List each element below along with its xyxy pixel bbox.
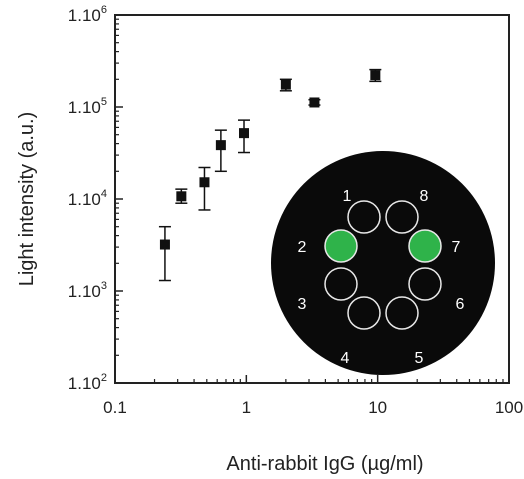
inset-well-label: 6: [456, 296, 465, 313]
data-point-marker: [199, 177, 210, 188]
y-tick-label-exponent: 2: [101, 372, 107, 384]
y-tick-label: 1.102: [68, 372, 107, 393]
y-tick-label: 1.106: [68, 4, 107, 25]
y-tick-label-exponent: 6: [101, 4, 107, 16]
y-axis-title: Light intensity (a.u.): [16, 112, 38, 287]
inset-well-label: 3: [298, 296, 307, 313]
data-point-marker: [280, 79, 291, 90]
inset-well: [385, 296, 419, 330]
y-tick-label-exponent: 4: [101, 188, 107, 200]
x-tick-label: 0.1: [103, 398, 127, 417]
data-point-marker: [309, 97, 320, 108]
inset-well-highlighted: [324, 229, 358, 263]
y-tick-label: 1.105: [68, 96, 107, 117]
y-tick-label-base: 1.10: [68, 374, 101, 393]
y-tick-label-base: 1.10: [68, 6, 101, 25]
data-point-marker: [176, 191, 187, 202]
inset-well-label: 7: [452, 239, 461, 256]
x-tick-label: 10: [368, 398, 387, 417]
data-point-marker: [159, 239, 170, 250]
inset-well: [347, 296, 381, 330]
inset-well-label: 5: [415, 350, 424, 367]
inset-well-highlighted: [408, 229, 442, 263]
inset-well: [347, 200, 381, 234]
data-points: [158, 68, 382, 282]
x-axis-title: Anti-rabbit IgG (µg/ml): [226, 453, 423, 475]
y-tick-label: 1.103: [68, 280, 107, 301]
inset-well: [408, 267, 442, 301]
y-tick-label: 1.104: [68, 188, 107, 209]
x-tick-label: 100: [495, 398, 523, 417]
y-tick-label-exponent: 3: [101, 280, 107, 292]
y-tick-label-base: 1.10: [68, 282, 101, 301]
y-tick-label-base: 1.10: [68, 190, 101, 209]
data-point-marker: [370, 70, 381, 81]
x-tick-label: 1: [242, 398, 251, 417]
inset-well-label: 8: [420, 188, 429, 205]
inset-well-plate: 1 2 3 4 5 6 7 8: [271, 151, 495, 375]
data-point-marker: [215, 140, 226, 151]
data-point-marker: [239, 128, 250, 139]
inset-well: [385, 200, 419, 234]
inset-well-label: 4: [341, 350, 350, 367]
inset-well-label: 2: [298, 239, 307, 256]
x-ticks: 0.1 1 10 100: [103, 375, 523, 417]
inset-plate-disc: [271, 151, 495, 375]
y-tick-label-exponent: 5: [101, 96, 107, 108]
y-tick-label-base: 1.10: [68, 98, 101, 117]
inset-wells: 1 2 3 4 5 6 7 8: [298, 188, 465, 367]
inset-well-label: 1: [343, 188, 352, 205]
inset-well: [324, 267, 358, 301]
